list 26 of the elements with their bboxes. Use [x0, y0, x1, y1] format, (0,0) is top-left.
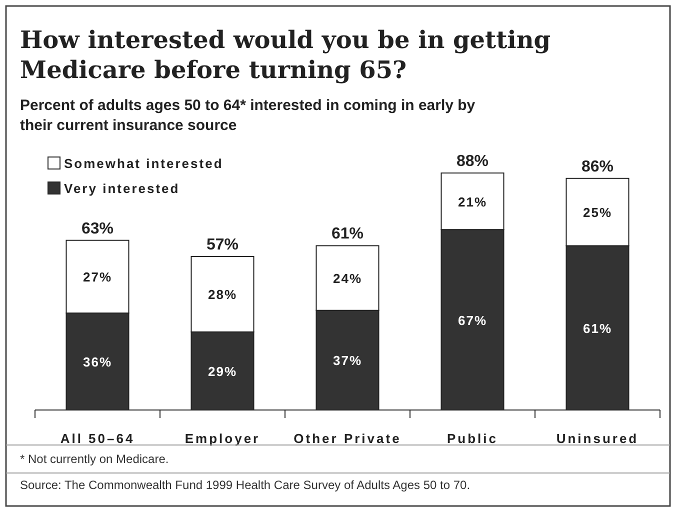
total-label: 63% — [81, 220, 114, 238]
total-label: 61% — [331, 226, 364, 243]
text: * Not currently on Medicare. — [20, 452, 169, 466]
chart-title: How interested would you be in getting Medicare before turning 65? — [20, 25, 551, 84]
legend-label: Somewhat interested — [64, 156, 224, 171]
data-label: 21% — [458, 194, 488, 210]
x-tick-label: Employer — [184, 431, 260, 446]
data-label: 61% — [582, 320, 612, 336]
x-tick-label: All 50–64 — [60, 431, 135, 446]
x-tick-label: Public — [446, 431, 498, 446]
data-label: 37% — [332, 353, 362, 368]
data-label: 28% — [208, 287, 238, 302]
total-label: 57% — [206, 236, 239, 254]
x-tick-label: Uninsured — [556, 431, 639, 446]
legend-label: Very interested — [64, 181, 180, 196]
total-label: 88% — [456, 153, 489, 170]
total-label: 86% — [581, 158, 614, 176]
data-label: 36% — [82, 354, 112, 370]
data-label: 25% — [582, 205, 612, 220]
data-label: 67% — [458, 312, 488, 328]
data-label: 27% — [82, 270, 112, 285]
x-tick-label: Other Private — [294, 431, 402, 446]
source-note: Source: The Commonwealth Fund 1999 Health Care Survey of Adults Ages 50 to 70. — [20, 478, 470, 492]
chart-subtitle: Percent of adults ages 50 to 64* interested in coming in early by their current insurance source — [20, 97, 476, 134]
data-label: 29% — [208, 364, 238, 379]
data-label: 24% — [332, 271, 362, 286]
